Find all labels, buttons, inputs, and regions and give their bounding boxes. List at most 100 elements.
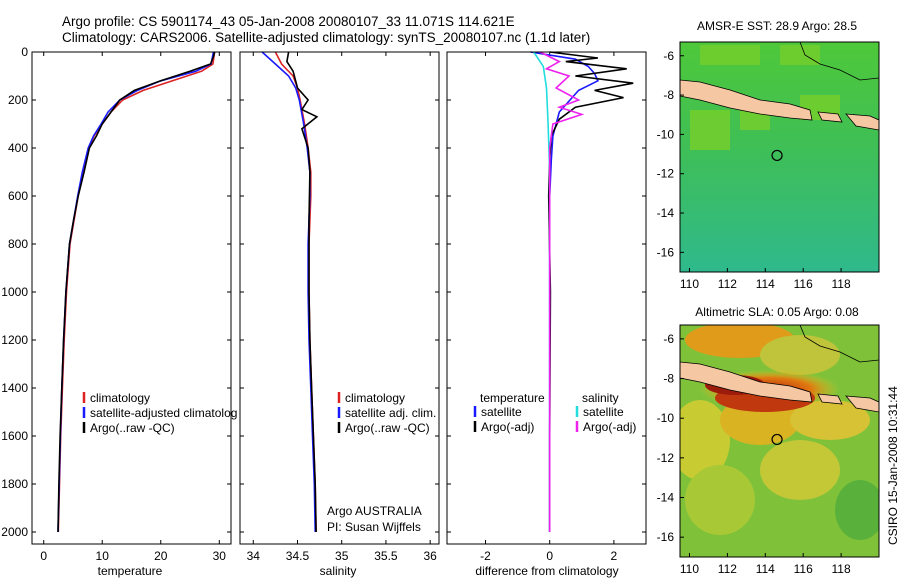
series-line-climatology (57, 51, 216, 533)
map-y-tick-label: -6 (663, 49, 674, 63)
map-x-tick-label: 110 (680, 562, 699, 576)
salinity-axis-ticks: 34 34.5 35 35.5 36 (240, 51, 439, 563)
figure-title-line2: Climatology: CARS2006. Satellite-adjuste… (62, 30, 590, 45)
x-tick-label: 35.5 (374, 549, 398, 563)
series-line-satellite (57, 51, 215, 533)
sst-map-panel: AMSR-E SST: 28.9 Argo: 28.5 110 112 114 116… (657, 19, 880, 291)
sla-argo-position-marker (771, 433, 783, 446)
map-x-tick-label: 112 (718, 277, 737, 291)
sla-land-north (799, 325, 879, 363)
x-tick-label: 10 (96, 549, 110, 563)
map-x-tick-label: 118 (832, 562, 851, 576)
x-tick-label: 30 (213, 549, 227, 563)
difference-legend-salinity-title: salinity (582, 391, 619, 405)
legend-label: Argo(..raw -QC) (345, 421, 430, 435)
series-line-argo (57, 51, 216, 533)
salinity-series (261, 51, 319, 533)
sst-map-frame (679, 41, 880, 273)
difference-legend-temperature-title: temperature (480, 391, 545, 405)
salinity-xlabel: salinity (320, 564, 357, 578)
map-x-tick-label: 110 (680, 277, 699, 291)
x-tick-label: 20 (154, 549, 168, 563)
legend-label: climatology (345, 391, 405, 405)
sla-map-panel: Altimetric SLA: 0.05 Argo: 0.08 (657, 305, 880, 576)
map-y-tick-label: -14 (657, 491, 675, 505)
x-tick-label: 34 (247, 549, 261, 563)
map-x-tick-label: 114 (756, 277, 775, 291)
map-x-tick-label: 116 (794, 562, 813, 576)
x-tick-label: 0 (40, 549, 47, 563)
series-line-salinity-satellite (533, 51, 551, 532)
y-tick-label: 0 (21, 45, 28, 59)
y-tick-label: 1800 (1, 477, 28, 491)
legend-label: satellite (583, 405, 624, 419)
map-y-tick-label: -12 (657, 451, 675, 465)
series-line-temperature-argo-adj- (547, 51, 634, 532)
legend-label: Argo(-adj) (481, 420, 534, 434)
legend-label: satellite (481, 405, 522, 419)
legend-label: climatology (90, 391, 150, 405)
map-y-tick-label: -14 (657, 206, 675, 220)
difference-xlabel: difference from climatology (475, 564, 618, 578)
sla-land-java (680, 361, 813, 403)
y-tick-label: 400 (8, 141, 28, 155)
salinity-panel: 34 34.5 35 35.5 36 salinity climatologysatel… (239, 51, 440, 578)
temperature-panel: 0 10 20 30 0 200 400 600 800 1000 1200 1400 1600 1800… (1, 45, 237, 578)
x-tick-label: 34.5 (286, 549, 310, 563)
figure-title-line1: Argo profile: CS 5901174_43 05-Jan-2008 … (62, 14, 515, 29)
difference-axes-frame (446, 51, 647, 545)
sla-land-bali (817, 393, 843, 405)
sla-map-frame (679, 324, 880, 558)
map-y-tick-label: -10 (657, 127, 675, 141)
sst-map-title: AMSR-E SST: 28.9 Argo: 28.5 (697, 19, 857, 33)
x-tick-label: 2 (611, 549, 618, 563)
side-timestamp-label: CSIRO 15-Jan-2008 10:31:44 (886, 386, 900, 545)
difference-panel: -2 0 2 difference from climatology tempera… (446, 51, 647, 578)
x-tick-label: 0 (546, 549, 553, 563)
map-y-tick-label: -8 (663, 88, 674, 102)
legend-label: satellite adj. clim. (345, 406, 436, 420)
map-y-tick-label: -6 (663, 332, 674, 346)
legend-label: satellite-adjusted climatolog (90, 406, 237, 420)
y-tick-label: 2000 (1, 525, 28, 539)
sst-land-lombok (845, 113, 879, 131)
temperature-series (57, 51, 216, 533)
sst-land-java (680, 79, 813, 121)
map-x-tick-label: 116 (794, 277, 813, 291)
map-x-tick-label: 112 (718, 562, 737, 576)
map-x-tick-label: 118 (832, 277, 851, 291)
x-tick-label: -2 (480, 549, 491, 563)
series-line-temperature-satellite (530, 51, 599, 532)
legend-label: Argo(..raw -QC) (90, 421, 175, 435)
sst-land-north (799, 42, 879, 81)
sst-field (680, 42, 879, 272)
x-tick-label: 35 (335, 549, 349, 563)
salinity-annotation-line2: PI: Susan Wijffels (327, 520, 421, 534)
series-line-argo (286, 51, 319, 533)
sla-land-lombok (845, 395, 879, 413)
y-tick-label: 1400 (1, 381, 28, 395)
difference-axis-ticks: -2 0 2 (447, 51, 646, 563)
map-y-tick-label: -10 (657, 411, 675, 425)
map-y-tick-label: -8 (663, 372, 674, 386)
salinity-annotation-line1: Argo AUSTRALIA (327, 504, 422, 518)
sla-map-ticks: 110 112 114 116 118 -6 -8 -10 -12 -14 -16 (657, 332, 851, 576)
sst-map-ticks: 110 112 114 116 118 -6 -8 -10 -12 -14 -16 (657, 49, 851, 291)
map-y-tick-label: -16 (657, 530, 675, 544)
y-tick-label: 1200 (1, 333, 28, 347)
series-line-salinity-argo-adj- (539, 51, 585, 532)
map-x-tick-label: 114 (756, 562, 775, 576)
salinity-axes-frame (239, 51, 440, 545)
series-line-climatology (274, 51, 317, 533)
temperature-xlabel: temperature (98, 564, 163, 578)
y-tick-label: 200 (8, 93, 28, 107)
map-y-tick-label: -16 (657, 245, 675, 259)
difference-series (530, 51, 634, 532)
temperature-axis-ticks: 0 10 20 30 0 200 400 600 800 1000 1200 1400 1600 1800… (1, 45, 231, 563)
sst-argo-position-marker (771, 149, 783, 162)
y-tick-label: 800 (8, 237, 28, 251)
